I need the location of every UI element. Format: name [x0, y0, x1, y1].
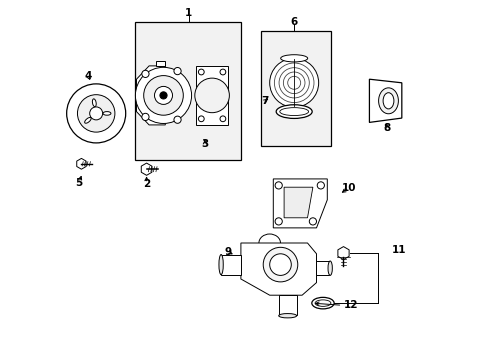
- Ellipse shape: [219, 255, 223, 275]
- Circle shape: [142, 113, 149, 121]
- Polygon shape: [156, 61, 165, 66]
- Ellipse shape: [276, 105, 311, 118]
- Ellipse shape: [103, 112, 111, 115]
- Polygon shape: [284, 187, 312, 218]
- Polygon shape: [221, 255, 241, 275]
- Ellipse shape: [92, 99, 96, 107]
- Polygon shape: [337, 247, 348, 260]
- Polygon shape: [136, 66, 165, 125]
- Circle shape: [269, 254, 291, 275]
- Text: 12: 12: [344, 300, 358, 310]
- Circle shape: [143, 76, 183, 115]
- Ellipse shape: [382, 93, 393, 109]
- Circle shape: [263, 247, 297, 282]
- Text: 1: 1: [184, 8, 192, 18]
- Circle shape: [220, 69, 225, 75]
- Circle shape: [135, 67, 191, 123]
- Text: 3: 3: [201, 139, 208, 149]
- Polygon shape: [278, 295, 296, 315]
- Polygon shape: [273, 179, 326, 228]
- Circle shape: [154, 86, 172, 104]
- Circle shape: [275, 218, 282, 225]
- Polygon shape: [241, 243, 316, 295]
- Circle shape: [317, 182, 324, 189]
- Text: 6: 6: [290, 17, 297, 27]
- Polygon shape: [368, 79, 401, 122]
- Ellipse shape: [378, 88, 398, 114]
- Polygon shape: [316, 261, 328, 275]
- Text: 10: 10: [341, 183, 355, 193]
- Circle shape: [269, 58, 318, 107]
- Bar: [134, 22, 241, 160]
- Circle shape: [309, 218, 316, 225]
- Ellipse shape: [278, 314, 296, 318]
- Text: 7: 7: [261, 96, 268, 106]
- Text: 5: 5: [75, 178, 82, 188]
- Ellipse shape: [84, 117, 91, 123]
- Text: 8: 8: [382, 123, 389, 133]
- Circle shape: [220, 116, 225, 122]
- Polygon shape: [141, 163, 152, 175]
- Text: 9: 9: [224, 247, 231, 257]
- Circle shape: [194, 78, 229, 113]
- Circle shape: [198, 69, 204, 75]
- Circle shape: [275, 182, 282, 189]
- Ellipse shape: [280, 55, 307, 62]
- Polygon shape: [196, 66, 228, 125]
- Circle shape: [198, 116, 204, 122]
- Circle shape: [77, 95, 115, 132]
- Ellipse shape: [311, 297, 333, 309]
- Text: 4: 4: [84, 71, 91, 81]
- Circle shape: [160, 92, 167, 99]
- Bar: [260, 31, 330, 146]
- Text: 11: 11: [391, 245, 406, 255]
- Circle shape: [174, 116, 181, 123]
- Polygon shape: [77, 158, 86, 169]
- Circle shape: [142, 70, 149, 77]
- Circle shape: [89, 107, 102, 120]
- Circle shape: [174, 67, 181, 75]
- Circle shape: [66, 84, 125, 143]
- Ellipse shape: [327, 261, 332, 275]
- Text: 2: 2: [142, 179, 150, 189]
